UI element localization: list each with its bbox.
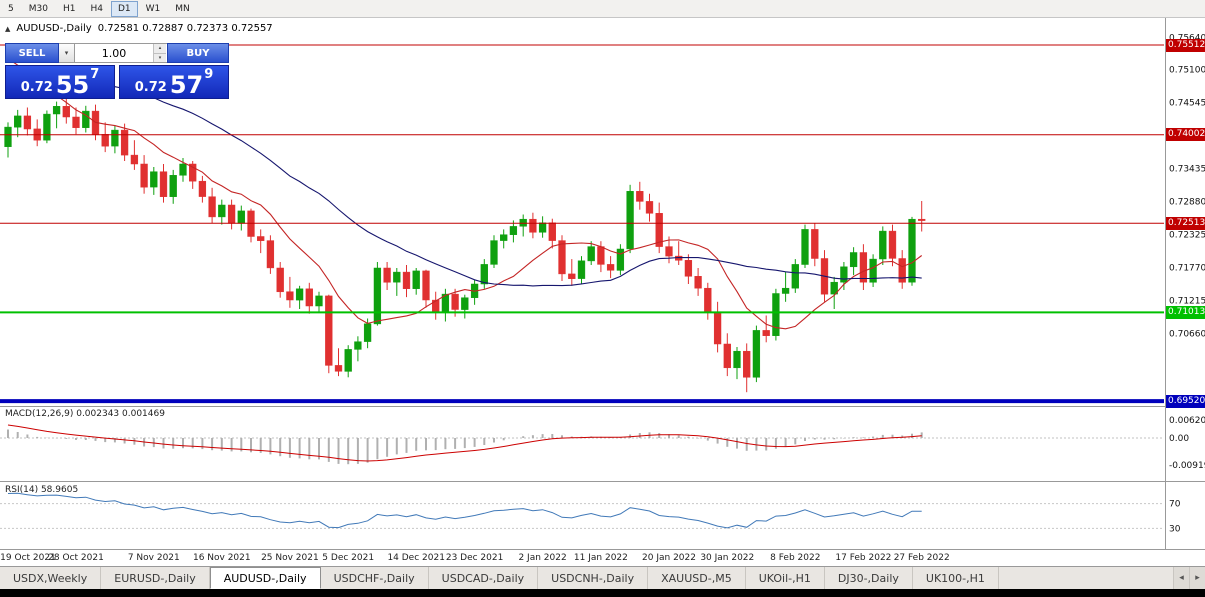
chart-ohlc-values: 0.72581 0.72887 0.72373 0.72557 xyxy=(97,23,273,34)
one-click-collapse-icon[interactable]: ▲ xyxy=(5,24,11,33)
timeframe-d1[interactable]: D1 xyxy=(110,0,138,17)
chart-canvas[interactable]: 0.756400.751000.745450.734350.728800.723… xyxy=(0,18,1205,566)
chart-tabs-bar: USDX,Weekly EURUSD-,Daily AUDUSD-,Daily … xyxy=(0,566,1205,589)
tab-uk100-h1[interactable]: UK100-,H1 xyxy=(913,567,999,589)
tab-dj30-daily[interactable]: DJ30-,Daily xyxy=(825,567,913,589)
timeframe-m30[interactable]: M30 xyxy=(22,1,55,17)
volume-field: ▴ ▾ xyxy=(75,43,167,63)
svg-text:5 Dec 2021: 5 Dec 2021 xyxy=(322,553,374,563)
buy-price-button[interactable]: 0.72 57 9 xyxy=(119,65,229,99)
buy-price-big: 57 xyxy=(169,71,204,99)
buy-button[interactable]: BUY xyxy=(167,43,229,63)
svg-text:30: 30 xyxy=(1169,524,1181,534)
timeframe-toolbar: 5 M30 H1 H4 D1 W1 MN xyxy=(0,0,1205,18)
tab-xauusd-m5[interactable]: XAUUSD-,M5 xyxy=(648,567,746,589)
tab-eurusd-daily[interactable]: EURUSD-,Daily xyxy=(101,567,210,589)
price-level-badge: 0.74002 xyxy=(1166,128,1205,142)
tab-usdchf-daily[interactable]: USDCHF-,Daily xyxy=(321,567,429,589)
svg-text:0.75640: 0.75640 xyxy=(1169,33,1205,43)
svg-text:11 Jan 2022: 11 Jan 2022 xyxy=(574,553,628,563)
tabs-scroll-right-button[interactable]: ▸ xyxy=(1189,567,1205,589)
svg-text:0.00: 0.00 xyxy=(1169,434,1189,444)
timeframe-h1[interactable]: H1 xyxy=(56,1,83,17)
svg-text:0.75100: 0.75100 xyxy=(1169,66,1205,76)
chart-window: 0.756400.751000.745450.734350.728800.723… xyxy=(0,18,1205,566)
volume-decrease-button[interactable]: ▾ xyxy=(154,53,166,62)
svg-text:30 Jan 2022: 30 Jan 2022 xyxy=(700,553,754,563)
sell-price-button[interactable]: 0.72 55 7 xyxy=(5,65,115,99)
volume-spinner: ▴ ▾ xyxy=(153,44,166,62)
price-level-badge: 0.69520 xyxy=(1166,394,1205,408)
volume-increase-button[interactable]: ▴ xyxy=(154,44,166,54)
svg-text:28 Oct 2021: 28 Oct 2021 xyxy=(48,553,104,563)
svg-text:-0.00919: -0.00919 xyxy=(1169,461,1205,471)
svg-text:23 Dec 2021: 23 Dec 2021 xyxy=(446,553,504,563)
svg-text:20 Jan 2022: 20 Jan 2022 xyxy=(642,553,696,563)
svg-text:0.73435: 0.73435 xyxy=(1169,164,1205,174)
svg-text:7 Nov 2021: 7 Nov 2021 xyxy=(128,553,180,563)
buy-price-sup: 9 xyxy=(204,67,214,82)
macd-indicator-label: MACD(12,26,9) 0.002343 0.001469 xyxy=(5,409,165,419)
timeframe-mn[interactable]: MN xyxy=(168,1,197,17)
chart-title: ▲ AUDUSD-,Daily 0.72581 0.72887 0.72373 … xyxy=(5,23,273,34)
timeframe-h4[interactable]: H4 xyxy=(83,1,110,17)
chevron-down-icon: ▾ xyxy=(64,49,69,57)
svg-text:16 Nov 2021: 16 Nov 2021 xyxy=(193,553,251,563)
svg-text:0.71215: 0.71215 xyxy=(1169,296,1205,306)
sell-price-sup: 7 xyxy=(90,67,100,82)
svg-text:0.70660: 0.70660 xyxy=(1169,329,1205,339)
tabs-scroll-left-button[interactable]: ◂ xyxy=(1173,567,1189,589)
tab-usdx-weekly[interactable]: USDX,Weekly xyxy=(0,567,102,589)
volume-input[interactable] xyxy=(75,44,153,62)
timeframe-w1[interactable]: W1 xyxy=(139,1,168,17)
tabs-scroll-controls: ◂ ▸ xyxy=(1173,567,1205,589)
svg-text:0.72880: 0.72880 xyxy=(1169,197,1205,207)
taskbar-strip xyxy=(0,589,1205,597)
svg-text:25 Nov 2021: 25 Nov 2021 xyxy=(261,553,319,563)
svg-text:2 Jan 2022: 2 Jan 2022 xyxy=(518,553,566,563)
one-click-trade-panel: SELL ▾ ▴ ▾ BUY 0.72 55 7 0.72 57 xyxy=(5,43,229,99)
svg-text:70: 70 xyxy=(1169,500,1181,510)
tab-ukoil-h1[interactable]: UKOil-,H1 xyxy=(746,567,825,589)
svg-text:8 Feb 2022: 8 Feb 2022 xyxy=(770,553,820,563)
sell-button[interactable]: SELL xyxy=(5,43,59,63)
sell-price-prefix: 0.72 xyxy=(20,80,53,95)
price-level-badge: 0.75512 xyxy=(1166,38,1205,52)
chart-symbol-label: AUDUSD-,Daily xyxy=(16,23,92,34)
tab-usdcnh-daily[interactable]: USDCNH-,Daily xyxy=(538,567,649,589)
tab-usdcad-daily[interactable]: USDCAD-,Daily xyxy=(429,567,539,589)
buy-price-prefix: 0.72 xyxy=(134,80,167,95)
price-level-badge: 0.72513 xyxy=(1166,216,1205,230)
timeframe-m5[interactable]: 5 xyxy=(1,1,21,17)
svg-text:27 Feb 2022: 27 Feb 2022 xyxy=(894,553,950,563)
price-level-badge: 0.71013 xyxy=(1166,305,1205,319)
svg-text:19 Oct 2021: 19 Oct 2021 xyxy=(0,553,56,563)
tab-audusd-daily[interactable]: AUDUSD-,Daily xyxy=(209,567,321,589)
svg-text:17 Feb 2022: 17 Feb 2022 xyxy=(835,553,891,563)
sell-price-big: 55 xyxy=(55,71,90,99)
volume-dropdown-button[interactable]: ▾ xyxy=(59,43,75,63)
svg-text:0.72325: 0.72325 xyxy=(1169,230,1205,240)
svg-text:0.71770: 0.71770 xyxy=(1169,263,1205,273)
svg-text:14 Dec 2021: 14 Dec 2021 xyxy=(387,553,445,563)
rsi-indicator-label: RSI(14) 58.9605 xyxy=(5,485,79,495)
svg-text:0.006201: 0.006201 xyxy=(1169,416,1205,426)
svg-text:0.74545: 0.74545 xyxy=(1169,99,1205,109)
